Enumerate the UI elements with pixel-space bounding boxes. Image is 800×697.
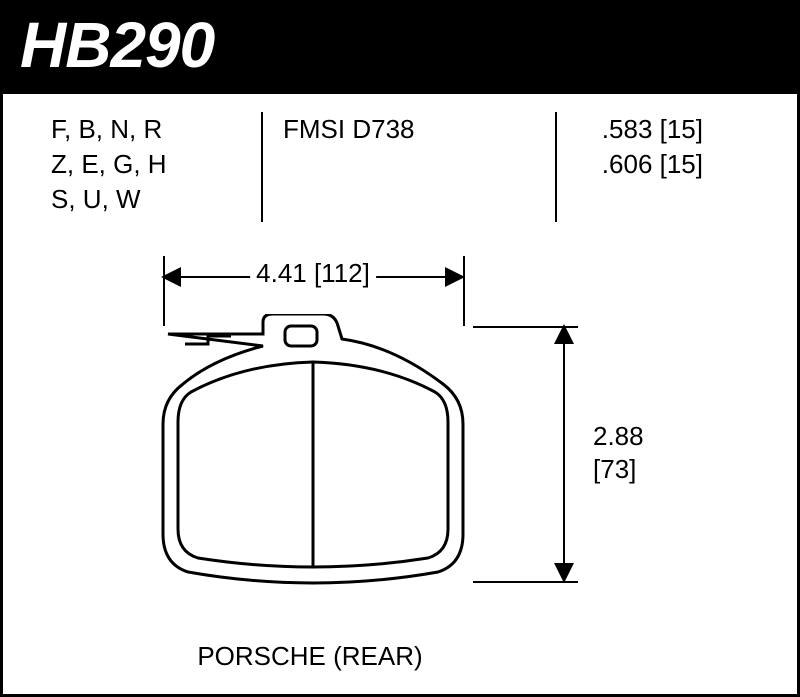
width-dimension-label: 4.41 [112] <box>250 258 376 289</box>
compounds-line: S, U, W <box>51 182 253 217</box>
height-dimension-mm: [73] <box>593 454 636 485</box>
brake-pad-outline <box>113 314 513 604</box>
spec-columns: F, B, N, R Z, E, G, H S, U, W FMSI D738 … <box>3 94 797 217</box>
compounds-line: F, B, N, R <box>51 112 253 147</box>
thickness-line: .583 [15] <box>513 112 703 147</box>
application-label: PORSCHE (REAR) <box>3 641 797 672</box>
fmsi-column: FMSI D738 <box>253 112 513 217</box>
spec-frame: F, B, N, R Z, E, G, H S, U, W FMSI D738 … <box>0 94 800 697</box>
diagram-area: 4.41 [112] 2.88 [73] PORSCHE (REAR) <box>3 244 797 694</box>
fmsi-value: FMSI D738 <box>253 112 513 147</box>
part-number-header: HB290 <box>0 0 800 94</box>
compounds-line: Z, E, G, H <box>51 147 253 182</box>
column-divider <box>261 112 263 222</box>
height-dimension-inches: 2.88 <box>593 421 644 452</box>
compounds-column: F, B, N, R Z, E, G, H S, U, W <box>3 112 253 217</box>
thickness-line: .606 [15] <box>513 147 703 182</box>
thickness-column: .583 [15] .606 [15] <box>513 112 733 217</box>
dimension-arrow-vertical <box>563 326 565 581</box>
column-divider <box>555 112 557 222</box>
